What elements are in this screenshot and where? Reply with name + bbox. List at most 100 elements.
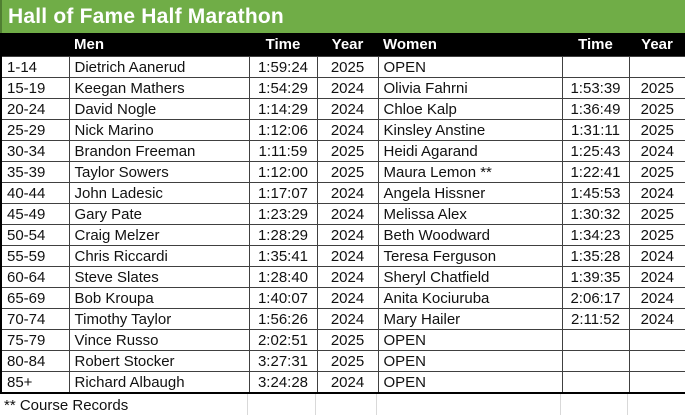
- women-name-cell: Olivia Fahrni: [377, 77, 563, 99]
- age-group-cell: 65-69: [0, 287, 70, 309]
- men-year-cell: 2024: [316, 98, 379, 120]
- women-name-cell: OPEN: [377, 350, 563, 372]
- men-name-cell: John Ladesic: [68, 182, 250, 204]
- age-group-cell: 80-84: [0, 350, 70, 372]
- table-row: 80-84 Robert Stocker 3:27:31 2025 OPEN: [0, 350, 685, 372]
- men-time-cell: 1:28:40: [248, 266, 318, 288]
- men-time-cell: 1:35:41: [248, 245, 318, 267]
- men-year-cell: 2024: [316, 182, 379, 204]
- age-group-cell: 45-49: [0, 203, 70, 225]
- women-year-cell: 2025: [628, 119, 685, 141]
- women-time-cell: [561, 350, 630, 372]
- women-name-cell: Anita Kociuruba: [377, 287, 563, 309]
- men-time-cell: 3:27:31: [248, 350, 318, 372]
- men-year-cell: 2025: [316, 329, 379, 351]
- women-year-cell: [628, 371, 685, 394]
- men-name-cell: Robert Stocker: [68, 350, 250, 372]
- age-group-cell: 40-44: [0, 182, 70, 204]
- age-group-cell: 55-59: [0, 245, 70, 267]
- men-name-cell: Richard Albaugh: [68, 371, 250, 394]
- age-group-cell: 30-34: [0, 140, 70, 162]
- records-table: Men Time Year Women Time Year 1-14 Dietr…: [0, 33, 685, 394]
- men-time-cell: 1:12:06: [248, 119, 318, 141]
- men-year-cell: 2025: [316, 161, 379, 183]
- table-row: 15-19 Keegan Mathers 1:54:29 2024 Olivia…: [0, 77, 685, 99]
- header-women: Women: [378, 33, 562, 57]
- table-row: 40-44 John Ladesic 1:17:07 2024 Angela H…: [0, 182, 685, 204]
- table-row: 55-59 Chris Riccardi 1:35:41 2024 Teresa…: [0, 245, 685, 267]
- women-time-cell: 1:35:28: [561, 245, 630, 267]
- table-row: 25-29 Nick Marino 1:12:06 2024 Kinsley A…: [0, 119, 685, 141]
- header-row: Men Time Year Women Time Year: [1, 33, 685, 57]
- men-year-cell: 2024: [316, 77, 379, 99]
- men-time-cell: 1:17:07: [248, 182, 318, 204]
- women-name-cell: OPEN: [377, 56, 563, 78]
- footer-spacer-cell: [561, 394, 628, 415]
- footnote-row: ** Course Records: [0, 394, 685, 415]
- age-group-cell: 85+: [0, 371, 70, 394]
- men-year-cell: 2024: [316, 245, 379, 267]
- men-year-cell: 2024: [316, 203, 379, 225]
- age-group-cell: 70-74: [0, 308, 70, 330]
- women-time-cell: 1:53:39: [561, 77, 630, 99]
- footer-spacer-cell: [377, 394, 561, 415]
- men-time-cell: 1:14:29: [248, 98, 318, 120]
- men-name-cell: Nick Marino: [68, 119, 250, 141]
- women-year-cell: 2024: [628, 182, 685, 204]
- men-name-cell: Gary Pate: [68, 203, 250, 225]
- women-time-cell: [561, 329, 630, 351]
- women-name-cell: Heidi Agarand: [377, 140, 563, 162]
- page-title: Hall of Fame Half Marathon: [8, 4, 284, 28]
- header-women-year: Year: [629, 33, 685, 57]
- men-time-cell: 3:24:28: [248, 371, 318, 394]
- men-name-cell: Taylor Sowers: [68, 161, 250, 183]
- women-year-cell: [628, 350, 685, 372]
- women-name-cell: Sheryl Chatfield: [377, 266, 563, 288]
- men-year-cell: 2024: [316, 119, 379, 141]
- title-bar: Hall of Fame Half Marathon: [0, 0, 685, 33]
- men-time-cell: 1:40:07: [248, 287, 318, 309]
- women-year-cell: 2024: [628, 245, 685, 267]
- header-age-group: [1, 33, 69, 57]
- table-row: 20-24 David Nogle 1:14:29 2024 Chloe Kal…: [0, 98, 685, 120]
- women-name-cell: OPEN: [377, 329, 563, 351]
- header-women-time: Time: [562, 33, 629, 57]
- women-year-cell: 2025: [628, 98, 685, 120]
- women-name-cell: Maura Lemon **: [377, 161, 563, 183]
- men-name-cell: Dietrich Aanerud: [68, 56, 250, 78]
- women-time-cell: [561, 371, 630, 394]
- women-name-cell: Mary Hailer: [377, 308, 563, 330]
- women-time-cell: 1:36:49: [561, 98, 630, 120]
- women-year-cell: 2025: [628, 224, 685, 246]
- women-name-cell: Chloe Kalp: [377, 98, 563, 120]
- records-tbody: 1-14 Dietrich Aanerud 1:59:24 2025 OPEN …: [0, 56, 685, 394]
- table-row: 1-14 Dietrich Aanerud 1:59:24 2025 OPEN: [0, 56, 685, 78]
- footer-spacer-cell: [316, 394, 377, 415]
- men-time-cell: 2:02:51: [248, 329, 318, 351]
- header-men-time: Time: [249, 33, 317, 57]
- table-row: 85+ Richard Albaugh 3:24:28 2024 OPEN: [0, 371, 685, 394]
- men-year-cell: 2024: [316, 266, 379, 288]
- women-time-cell: 1:34:23: [561, 224, 630, 246]
- women-time-cell: [561, 56, 630, 78]
- men-time-cell: 1:11:59: [248, 140, 318, 162]
- men-year-cell: 2024: [316, 287, 379, 309]
- men-name-cell: Bob Kroupa: [68, 287, 250, 309]
- women-year-cell: 2025: [628, 77, 685, 99]
- men-time-cell: 1:54:29: [248, 77, 318, 99]
- women-name-cell: Beth Woodward: [377, 224, 563, 246]
- women-time-cell: 1:31:11: [561, 119, 630, 141]
- women-time-cell: 1:25:43: [561, 140, 630, 162]
- men-name-cell: Vince Russo: [68, 329, 250, 351]
- header-men-year: Year: [317, 33, 378, 57]
- men-year-cell: 2024: [316, 371, 379, 394]
- table-row: 75-79 Vince Russo 2:02:51 2025 OPEN: [0, 329, 685, 351]
- women-name-cell: Melissa Alex: [377, 203, 563, 225]
- men-year-cell: 2024: [316, 224, 379, 246]
- men-name-cell: Steve Slates: [68, 266, 250, 288]
- men-name-cell: Chris Riccardi: [68, 245, 250, 267]
- men-year-cell: 2025: [316, 56, 379, 78]
- age-group-cell: 50-54: [0, 224, 70, 246]
- age-group-cell: 35-39: [0, 161, 70, 183]
- men-name-cell: Craig Melzer: [68, 224, 250, 246]
